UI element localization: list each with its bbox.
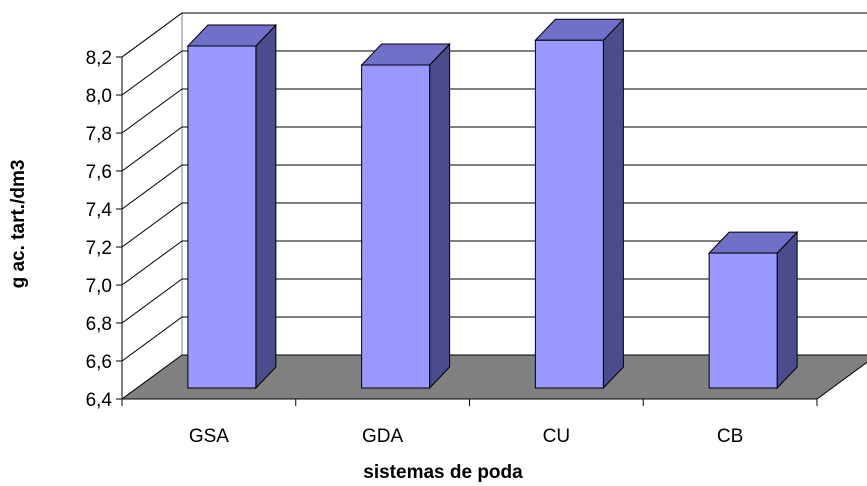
bar-side: [602, 18, 624, 390]
bar-side: [429, 42, 451, 390]
bar-front: [187, 45, 257, 389]
bar-front: [534, 39, 604, 389]
bar: [534, 18, 625, 390]
y-tick-label: 8,2: [86, 48, 112, 69]
gridlines: [121, 12, 867, 362]
gridline: [121, 316, 867, 362]
gridline: [121, 164, 867, 210]
bar: [360, 42, 451, 390]
chart-walls: [121, 12, 867, 400]
y-tick-label: 6,6: [86, 352, 112, 373]
y-tick-label: 7,8: [86, 124, 112, 145]
gridline: [121, 126, 867, 172]
x-category-label: CB: [717, 426, 743, 447]
gridline: [121, 50, 867, 96]
x-category-label: GDA: [362, 426, 404, 447]
gridline: [121, 12, 867, 58]
y-tick-label: 7,0: [86, 276, 112, 297]
y-tick-label: 6,4: [86, 390, 113, 411]
bar: [707, 230, 799, 390]
axes: [116, 56, 818, 406]
bar-side: [255, 23, 277, 390]
bar-side: [776, 230, 798, 390]
bar: [186, 23, 278, 390]
y-tick-label: 8,0: [86, 86, 112, 107]
x-axis-title: sistemas de poda: [363, 462, 523, 483]
y-tick-label: 7,6: [86, 162, 112, 183]
y-tick-label: 7,2: [86, 238, 112, 259]
x-category-labels: GSA GDA CU CB: [189, 426, 744, 447]
bar-front: [708, 252, 778, 389]
gridline: [121, 88, 867, 134]
gridline: [121, 278, 867, 324]
gridline: [121, 240, 867, 286]
y-tick-label: 6,8: [86, 314, 112, 335]
bars: [186, 18, 799, 390]
side-wall: [121, 12, 183, 400]
x-category-label: CU: [543, 426, 570, 447]
gridline: [121, 202, 867, 248]
y-tick-labels: 6,4 6,6 6,8 7,0 7,2 7,4 7,6 7,8 8,0 8,2: [86, 48, 113, 411]
bar-front: [361, 64, 431, 389]
x-category-label: GSA: [189, 426, 229, 447]
y-tick-label: 7,4: [86, 200, 113, 221]
y-axis-title: g ac. tart./dm3: [8, 160, 29, 289]
